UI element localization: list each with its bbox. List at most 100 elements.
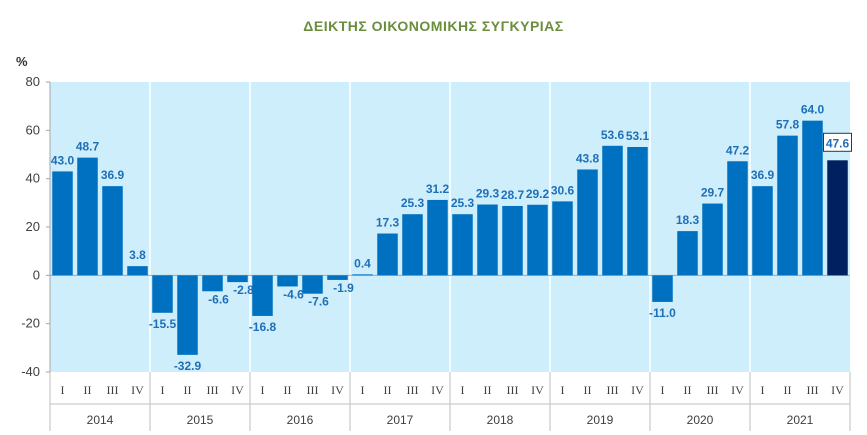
y-axis-unit-label: % <box>16 54 28 69</box>
data-label: 43.0 <box>51 153 75 167</box>
highlight-label-box <box>823 132 852 152</box>
quarter-label: I <box>361 383 365 397</box>
bar <box>727 161 748 276</box>
y-tick-label: 0 <box>33 267 40 282</box>
quarter-label: IV <box>831 383 844 397</box>
bar <box>52 171 73 276</box>
quarter-label: IV <box>231 383 244 397</box>
quarter-label: II <box>184 383 192 397</box>
year-label: 2015 <box>187 413 214 427</box>
bar <box>377 233 398 276</box>
quarter-label: III <box>407 383 419 397</box>
quarter-label: III <box>707 383 719 397</box>
bar <box>827 160 848 276</box>
quarter-label: IV <box>431 383 444 397</box>
data-label: 36.9 <box>751 168 775 182</box>
data-label: 29.7 <box>701 186 725 200</box>
data-label: -4.6 <box>283 287 304 301</box>
data-label: 29.3 <box>476 187 500 201</box>
quarter-label: III <box>807 383 819 397</box>
data-label: -2.8 <box>233 283 254 297</box>
bar <box>627 147 648 276</box>
quarter-label: IV <box>731 383 744 397</box>
quarter-label: III <box>607 383 619 397</box>
y-tick-label: -40 <box>21 364 40 379</box>
quarter-label: III <box>107 383 119 397</box>
bar <box>602 145 623 276</box>
quarter-label: I <box>661 383 665 397</box>
data-label: -6.6 <box>208 292 229 306</box>
data-label: 17.3 <box>376 216 400 230</box>
data-label: 48.7 <box>76 140 100 154</box>
bar <box>277 275 298 287</box>
data-label: 29.2 <box>526 187 550 201</box>
quarter-label: I <box>261 383 265 397</box>
quarter-label: I <box>61 383 65 397</box>
bar <box>352 274 373 276</box>
quarter-label: II <box>284 383 292 397</box>
quarter-label: IV <box>131 383 144 397</box>
bar <box>327 275 348 280</box>
quarter-label: II <box>84 383 92 397</box>
data-label: -1.9 <box>333 281 354 295</box>
bar <box>802 120 823 276</box>
y-tick-label: 20 <box>26 219 40 234</box>
bar <box>402 214 423 276</box>
bar <box>202 275 223 292</box>
data-label: -16.8 <box>249 320 277 334</box>
data-label: 30.6 <box>551 183 575 197</box>
quarter-label: I <box>561 383 565 397</box>
quarter-label: IV <box>331 383 344 397</box>
bar <box>552 201 573 276</box>
data-label: 64.0 <box>801 103 825 117</box>
data-label: 57.8 <box>776 118 800 132</box>
data-label: 43.8 <box>576 151 600 165</box>
year-label: 2014 <box>87 413 114 427</box>
data-label: 47.2 <box>726 143 750 157</box>
quarter-label: IV <box>531 383 544 397</box>
bar <box>77 157 98 276</box>
data-label: 53.1 <box>626 129 650 143</box>
bar <box>152 275 173 313</box>
bar <box>427 199 448 276</box>
quarter-label: III <box>307 383 319 397</box>
data-label: -11.0 <box>649 306 676 320</box>
data-label: -7.6 <box>308 295 329 309</box>
bar <box>252 275 273 316</box>
bar <box>677 231 698 276</box>
data-label: 31.2 <box>426 182 450 196</box>
quarter-label: II <box>784 383 792 397</box>
data-label: 25.3 <box>401 196 425 210</box>
quarter-label: II <box>584 383 592 397</box>
quarter-label: I <box>161 383 165 397</box>
y-tick-label: 40 <box>26 171 40 186</box>
year-label: 2018 <box>487 413 514 427</box>
year-label: 2016 <box>287 413 314 427</box>
bar <box>227 275 248 283</box>
quarter-label: I <box>761 383 765 397</box>
bar <box>652 275 673 302</box>
data-label: 53.6 <box>601 128 625 142</box>
bar <box>702 203 723 276</box>
quarter-label: III <box>507 383 519 397</box>
data-label: 28.7 <box>501 188 525 202</box>
data-label: 3.8 <box>129 248 146 262</box>
data-label: 25.3 <box>451 196 475 210</box>
chart-title: ΔΕΙΚΤΗΣ ΟΙΚΟΝΟΜΙΚΗΣ ΣΥΓΚΥΡΙΑΣ <box>303 18 564 34</box>
bar <box>577 169 598 276</box>
bar <box>527 204 548 276</box>
y-tick-label: -20 <box>21 316 40 331</box>
bar <box>177 275 198 355</box>
year-label: 2017 <box>387 413 414 427</box>
quarter-label: II <box>484 383 492 397</box>
bar <box>752 186 773 276</box>
data-label: 47.6 <box>826 136 850 150</box>
data-label: 36.9 <box>101 168 125 182</box>
bar <box>302 275 323 294</box>
data-label: -15.5 <box>149 317 177 331</box>
quarter-label: II <box>684 383 692 397</box>
data-label: 18.3 <box>676 213 700 227</box>
data-label: -32.9 <box>174 359 202 373</box>
year-label: 2019 <box>587 413 614 427</box>
